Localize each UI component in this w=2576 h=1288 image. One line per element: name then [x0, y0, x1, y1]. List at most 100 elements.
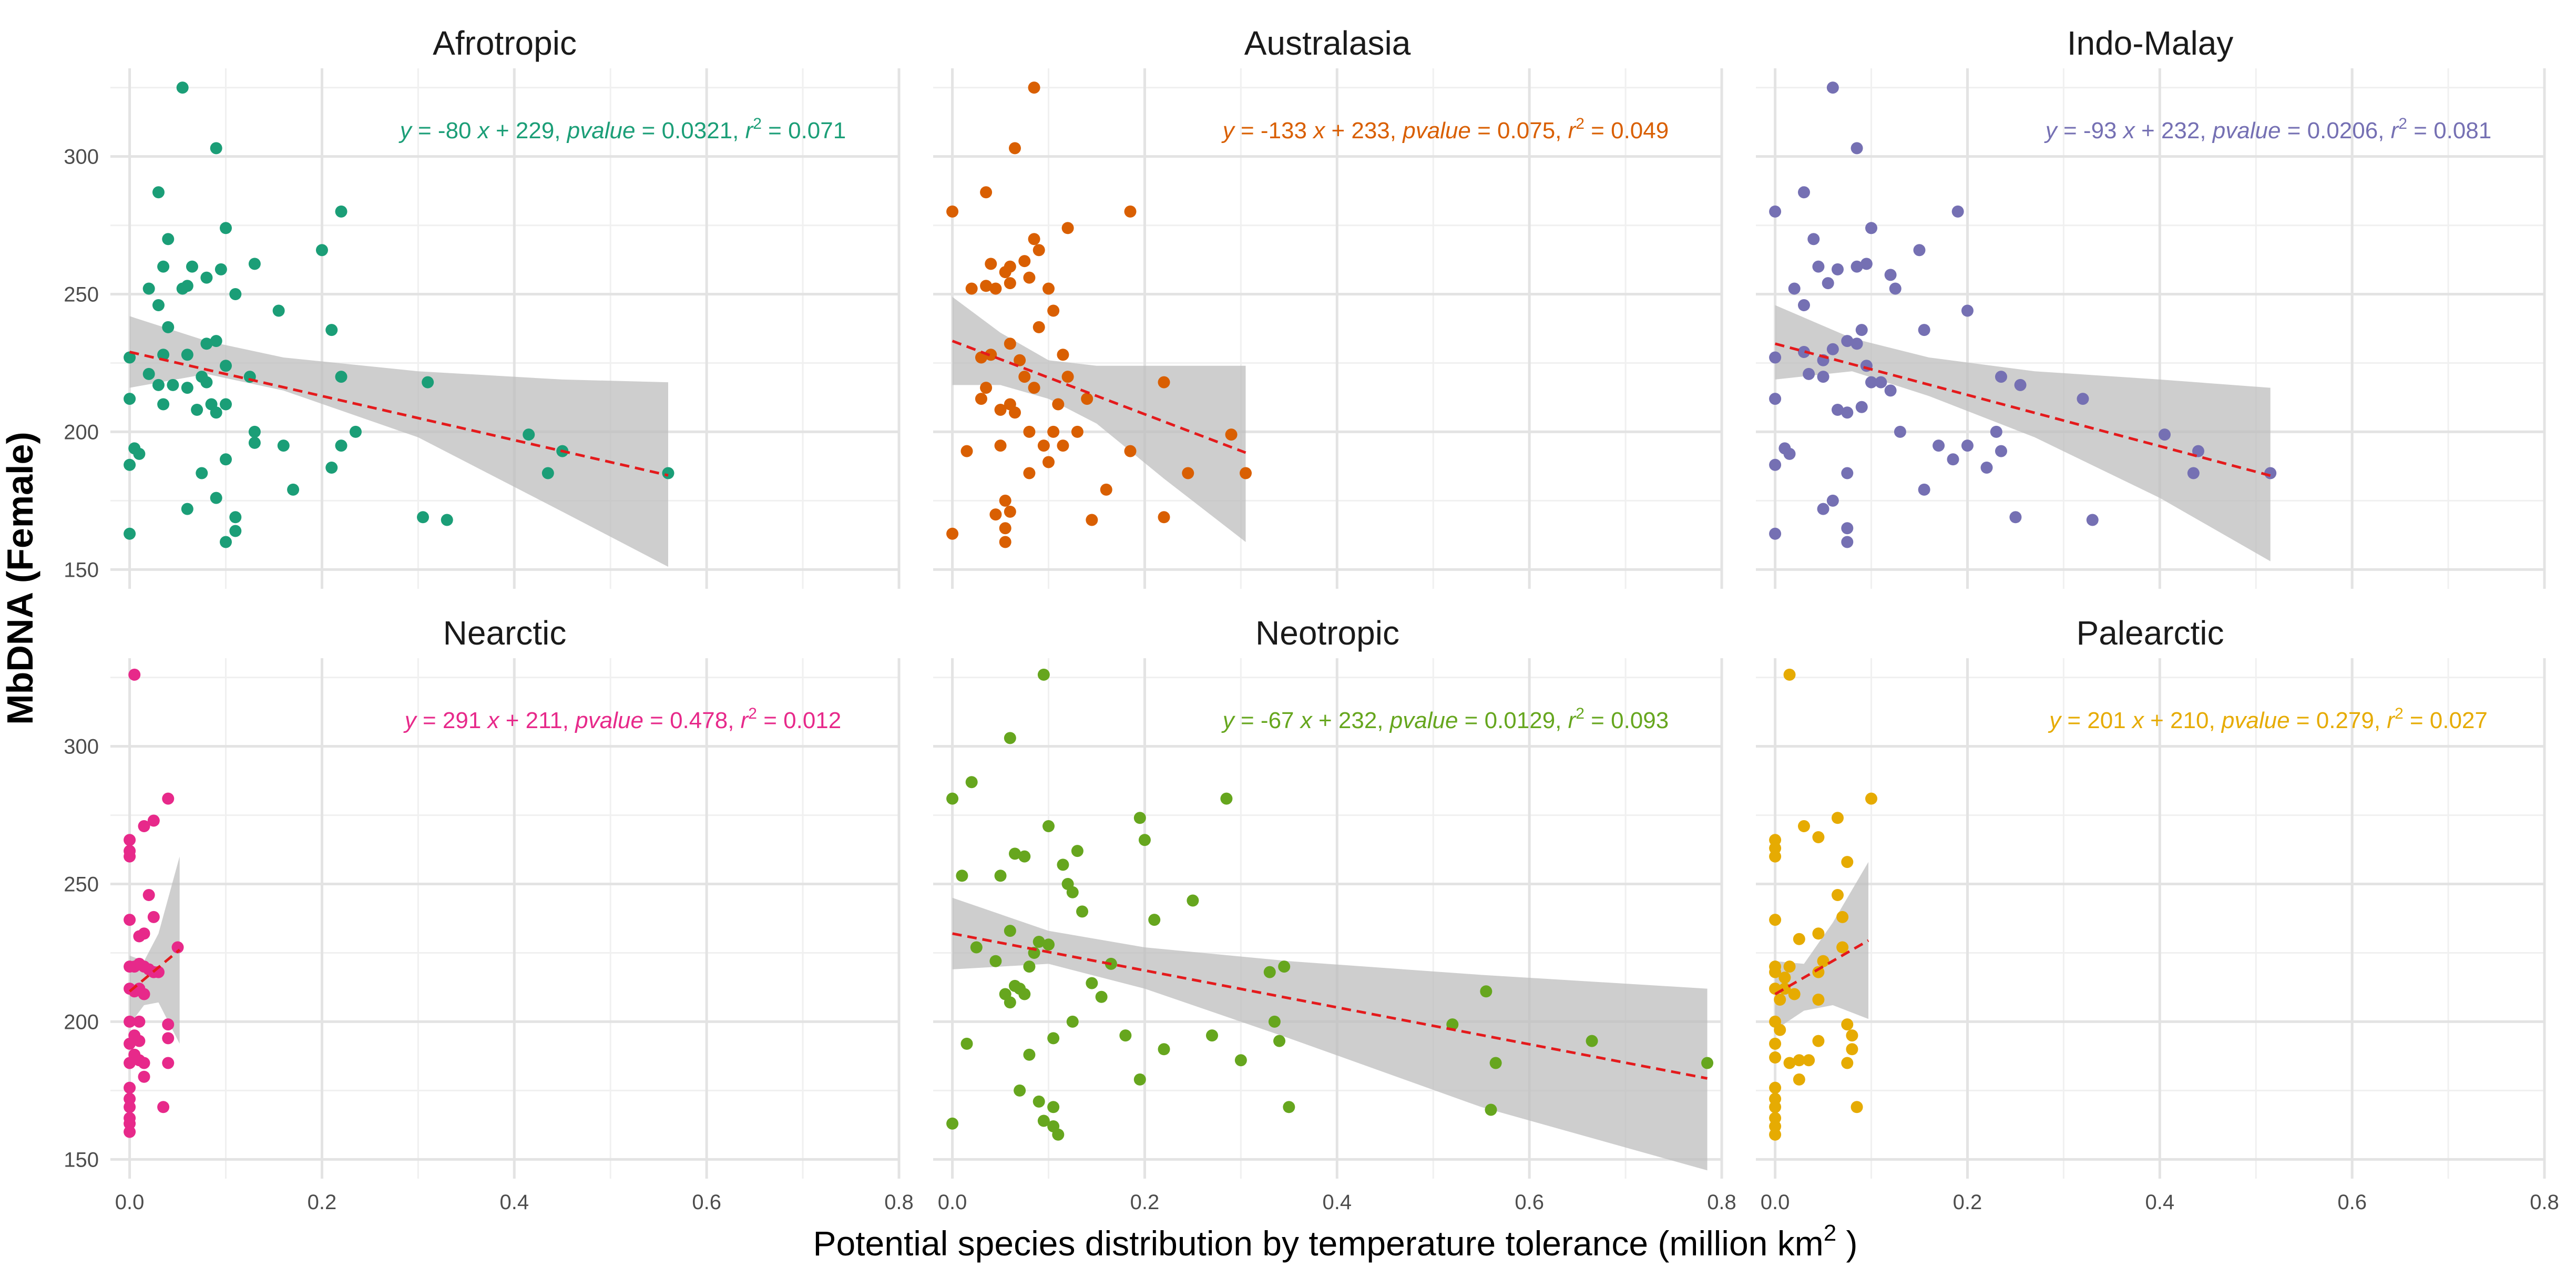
data-point — [980, 186, 993, 199]
data-point — [1057, 349, 1069, 361]
data-point — [1071, 845, 1083, 857]
data-point — [162, 1018, 175, 1031]
data-point — [1841, 1057, 1854, 1069]
data-point — [1485, 1103, 1497, 1116]
data-point — [1817, 955, 1829, 967]
data-point — [1769, 458, 1782, 471]
data-point — [1047, 1032, 1060, 1045]
data-point — [147, 911, 160, 923]
regression-equation: y = 291 x + 211, pvalue = 0.478, r2 = 0.… — [403, 705, 842, 733]
regression-equation: y = -80 x + 229, pvalue = 0.0321, r2 = 0… — [398, 115, 846, 144]
equation-part: x — [487, 708, 500, 733]
data-point — [1884, 269, 1897, 281]
data-point — [220, 222, 232, 234]
data-point — [1831, 404, 1844, 416]
x-tick-label: 0.4 — [1322, 1191, 1352, 1214]
data-point — [1004, 277, 1016, 290]
equation-part: y — [1221, 708, 1236, 733]
y-tick-label: 300 — [64, 735, 99, 759]
data-point — [1158, 376, 1170, 389]
data-point — [1769, 842, 1782, 854]
equation-part: pvalue — [1389, 708, 1458, 733]
data-point — [1995, 371, 2007, 383]
data-point — [980, 382, 993, 394]
data-point — [124, 1126, 136, 1138]
data-point — [960, 445, 973, 457]
data-point — [1023, 271, 1036, 284]
equation-part: = -133 — [1234, 118, 1313, 144]
data-point — [220, 398, 232, 411]
data-point — [220, 360, 232, 372]
facet-panel: Neotropic y = -67 x + 232, pvalue = 0.012… — [933, 614, 1736, 1214]
data-point — [1894, 425, 1906, 438]
data-point — [1769, 1128, 1782, 1141]
x-tick-label: 0.4 — [499, 1191, 529, 1214]
data-point — [1933, 439, 1945, 452]
regression-line — [1774, 939, 1869, 996]
regression-equation: y = 201 x + 210, pvalue = 0.279, r2 = 0.… — [2048, 705, 2488, 733]
data-point — [248, 258, 261, 270]
data-point — [1480, 985, 1493, 998]
data-point — [1124, 445, 1137, 457]
data-point — [1033, 936, 1045, 948]
data-point — [124, 1117, 136, 1130]
data-point — [124, 458, 136, 471]
equation-part: = 0.049 — [1585, 118, 1669, 144]
data-point — [1263, 966, 1276, 978]
data-point — [124, 1081, 136, 1094]
equation-part: 2 — [748, 705, 757, 722]
data-point — [999, 536, 1011, 548]
data-point — [124, 393, 136, 405]
data-point — [124, 1092, 136, 1105]
data-point — [1037, 668, 1050, 681]
x-tick-label: 0.8 — [2530, 1191, 2559, 1214]
y-axis-label: MbDNA (Female) — [0, 432, 40, 724]
data-point — [1234, 1054, 1247, 1067]
data-point — [200, 376, 213, 389]
data-point — [1057, 439, 1069, 452]
data-point — [1793, 1073, 1805, 1086]
data-point — [1042, 282, 1055, 295]
data-point — [1273, 1035, 1286, 1047]
data-point — [999, 266, 1011, 279]
x-tick-label: 0.0 — [115, 1191, 145, 1214]
data-point — [1961, 304, 1974, 317]
equation-part: r — [1568, 118, 1577, 144]
data-point — [1124, 205, 1137, 218]
data-point — [1769, 1120, 1782, 1132]
y-tick-label: 200 — [64, 421, 99, 444]
data-point — [1187, 894, 1199, 907]
data-point — [1701, 1057, 1714, 1069]
equation-part: = 0.093 — [1585, 708, 1669, 733]
data-point — [1268, 1015, 1281, 1028]
data-point — [1817, 503, 1829, 515]
panel-title: Nearctic — [443, 614, 567, 652]
data-point — [133, 447, 146, 460]
equation-part: + 211, — [499, 708, 576, 733]
data-point — [287, 483, 300, 496]
y-tick-label: 250 — [64, 283, 99, 306]
equation-part: r — [2391, 118, 2400, 144]
data-point — [1769, 834, 1782, 846]
data-point — [1769, 966, 1782, 978]
data-point — [1841, 406, 1854, 419]
data-point — [1004, 505, 1016, 518]
data-point — [1446, 1018, 1459, 1031]
data-point — [1769, 914, 1782, 926]
data-point — [1822, 277, 1834, 290]
data-point — [142, 367, 155, 380]
data-point — [162, 1057, 175, 1069]
data-point — [946, 1117, 959, 1130]
data-point — [1855, 324, 1868, 336]
data-point — [1803, 367, 1815, 380]
equation-part: y — [398, 118, 413, 144]
regression-line — [128, 948, 181, 993]
data-point — [1769, 1101, 1782, 1113]
regression-line — [129, 351, 669, 477]
data-point — [1812, 994, 1825, 1006]
data-point — [1783, 447, 1796, 460]
equation-part: + 232, — [1312, 708, 1390, 733]
equation-part: = 0.071 — [762, 118, 846, 144]
data-point — [1913, 244, 1926, 257]
equation-part: x — [2122, 118, 2136, 144]
